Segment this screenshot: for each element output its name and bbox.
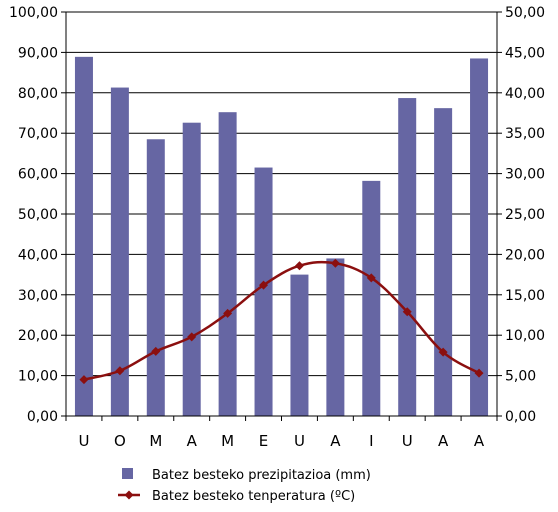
x-tick-label: U xyxy=(402,432,413,450)
precipitation-bar xyxy=(182,122,201,417)
temperature-point xyxy=(259,280,269,290)
legend-swatch-precipitation xyxy=(122,468,133,479)
temperature-point xyxy=(79,375,89,385)
right-tick-label: 25,00 xyxy=(505,207,545,223)
right-tick-label: 35,00 xyxy=(505,126,545,142)
left-axis-ticks: 0,00 10,00 20,00 30,00 40,00 50,00 60,00 70,00 8… xyxy=(9,5,66,425)
precipitation-bar xyxy=(110,87,129,416)
left-tick-label: 100,00 xyxy=(9,5,58,21)
temperature-point xyxy=(402,307,412,317)
precipitation-bar xyxy=(470,58,489,417)
left-tick-label: 70,00 xyxy=(18,126,58,142)
x-tick-label: M xyxy=(221,432,234,450)
x-tick-label: M xyxy=(149,432,162,450)
temperature-point xyxy=(223,308,233,318)
temperature-point xyxy=(187,332,197,342)
gridlines xyxy=(66,11,497,417)
right-tick-label: 0,00 xyxy=(505,409,536,425)
precipitation-bar xyxy=(218,112,237,416)
temperature-line-path xyxy=(83,260,480,381)
right-tick-label: 30,00 xyxy=(505,167,545,183)
left-tick-label: 20,00 xyxy=(18,328,58,344)
right-tick-label: 20,00 xyxy=(505,247,545,263)
right-tick-label: 10,00 xyxy=(505,328,545,344)
left-tick-label: 90,00 xyxy=(18,45,58,61)
temperature-point xyxy=(438,347,448,357)
temperature-point xyxy=(294,261,304,271)
left-tick-label: 30,00 xyxy=(18,288,58,304)
precipitation-bar xyxy=(74,56,93,417)
temperature-point xyxy=(330,258,340,268)
x-tick-label: E xyxy=(259,432,268,450)
left-tick-label: 80,00 xyxy=(18,86,58,102)
temperature-point xyxy=(151,346,161,356)
x-tick-label: A xyxy=(187,432,198,450)
temperature-point xyxy=(115,366,125,376)
temperature-line xyxy=(79,258,484,385)
right-tick-label: 40,00 xyxy=(505,86,545,102)
temperature-point xyxy=(474,368,484,378)
legend-label-temperature: Batez besteko tenperatura (ºC) xyxy=(152,489,355,504)
precipitation-bar xyxy=(434,108,453,416)
precipitation-bar xyxy=(290,274,309,416)
legend: Batez besteko prezipitazioa (mm) Batez b… xyxy=(118,468,371,504)
left-tick-label: 50,00 xyxy=(18,207,58,223)
right-tick-label: 50,00 xyxy=(505,5,545,21)
right-tick-label: 15,00 xyxy=(505,288,545,304)
precipitation-bar xyxy=(326,258,345,416)
legend-label-precipitation: Batez besteko prezipitazioa (mm) xyxy=(152,468,371,483)
temperature-point xyxy=(366,273,376,283)
precipitation-bar xyxy=(146,139,165,416)
left-tick-label: 10,00 xyxy=(18,369,58,385)
x-tick-label: O xyxy=(114,432,126,450)
x-tick-label: A xyxy=(438,432,449,450)
x-tick-label: I xyxy=(369,432,373,450)
right-axis-ticks: 0,00 5,00 10,00 15,00 20,00 25,00 30,00 35,00 40… xyxy=(497,5,545,425)
x-tick-label: A xyxy=(330,432,341,450)
left-tick-label: 60,00 xyxy=(18,167,58,183)
precipitation-bars xyxy=(74,56,489,417)
right-tick-label: 45,00 xyxy=(505,45,545,61)
left-tick-label: 40,00 xyxy=(18,247,58,263)
x-tick-label: U xyxy=(78,432,89,450)
x-tick-label: A xyxy=(474,432,485,450)
precipitation-bar xyxy=(362,180,381,416)
left-tick-label: 0,00 xyxy=(27,409,58,425)
precipitation-bar xyxy=(254,167,273,416)
right-tick-label: 5,00 xyxy=(505,369,536,385)
legend-swatch-temperature-marker xyxy=(124,490,134,500)
precipitation-bar xyxy=(398,98,417,416)
x-tick-label: U xyxy=(294,432,305,450)
